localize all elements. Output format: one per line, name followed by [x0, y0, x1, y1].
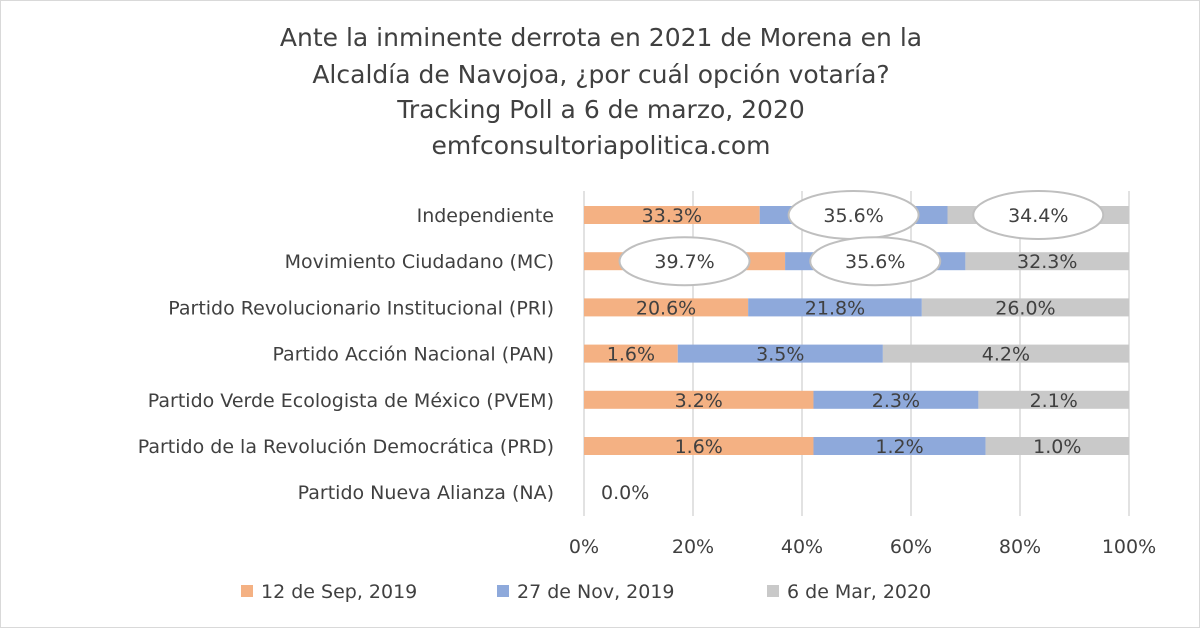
data-label: 34.4% — [1008, 205, 1068, 227]
category-label: Partido Acción Nacional (PAN) — [272, 344, 554, 366]
category-label: Partido Nueva Alianza (NA) — [298, 482, 554, 504]
data-label: 0.0% — [601, 482, 649, 504]
bar-segment — [584, 344, 678, 363]
x-tick-label: 80% — [999, 536, 1041, 558]
bar-segment — [978, 390, 1129, 409]
data-label: 1.6% — [607, 344, 655, 366]
data-label: 35.6% — [845, 251, 905, 273]
data-label: 2.1% — [1030, 390, 1078, 412]
data-label: 20.6% — [636, 297, 696, 319]
chart-title-line-4: emfconsultoriapolitica.com — [431, 131, 771, 160]
data-label: 1.0% — [1033, 436, 1081, 458]
category-label: Independiente — [417, 205, 554, 227]
data-label: 39.7% — [654, 251, 714, 273]
chart-title-line-2: Alcaldía de Navojoa, ¿por cuál opción vo… — [312, 60, 890, 89]
bar-segment — [584, 298, 749, 317]
category-label: Partido de la Revolución Democrática (PR… — [138, 436, 554, 458]
bar-segment — [584, 437, 814, 455]
data-label: 3.5% — [756, 344, 804, 366]
bar-segment — [965, 252, 1129, 271]
callout-bubble — [972, 190, 1105, 240]
chart-title-line-3: Tracking Poll a 6 de marzo, 2020 — [397, 95, 805, 124]
x-tick-label: 20% — [672, 536, 714, 558]
data-label: 4.2% — [982, 344, 1030, 366]
bar-segment — [882, 344, 1129, 363]
legend-swatch — [497, 585, 509, 597]
bar-segment — [813, 390, 979, 409]
data-label: 32.3% — [1017, 251, 1077, 273]
category-label: Partido Revolucionario Institucional (PR… — [168, 297, 554, 319]
data-label: 26.0% — [995, 297, 1055, 319]
chart-title-line-1: Ante la inminente derrota en 2021 de Mor… — [279, 23, 923, 52]
category-label: Partido Verde Ecologista de México (PVEM… — [148, 390, 554, 412]
data-label: 35.6% — [823, 205, 883, 227]
legend-label: 6 de Mar, 2020 — [787, 581, 931, 603]
x-tick-label: 0% — [569, 536, 599, 558]
data-label: 21.8% — [805, 297, 865, 319]
data-label: 2.3% — [872, 390, 920, 412]
x-tick-label: 60% — [890, 536, 932, 558]
legend-label: 12 de Sep, 2019 — [261, 581, 417, 603]
data-label: 1.2% — [875, 436, 923, 458]
callout-bubble — [618, 236, 751, 287]
x-tick-label: 40% — [781, 536, 823, 558]
legend-label: 27 de Nov, 2019 — [517, 581, 675, 603]
legend-swatch — [241, 585, 253, 597]
bar-segment — [748, 298, 922, 317]
bar-segment — [677, 344, 883, 363]
bar-segment — [584, 390, 814, 409]
callout-bubble — [809, 236, 942, 287]
data-label: 1.6% — [675, 436, 723, 458]
legend-swatch — [767, 585, 779, 597]
category-label: Movimiento Ciudadano (MC) — [285, 251, 554, 273]
x-tick-label: 100% — [1102, 536, 1156, 558]
data-label: 33.3% — [642, 205, 702, 227]
data-label: 3.2% — [675, 390, 723, 412]
bar-segment — [813, 437, 986, 455]
bar-segment — [921, 298, 1129, 317]
bar-segment — [985, 437, 1129, 455]
bar-segment — [584, 206, 760, 224]
